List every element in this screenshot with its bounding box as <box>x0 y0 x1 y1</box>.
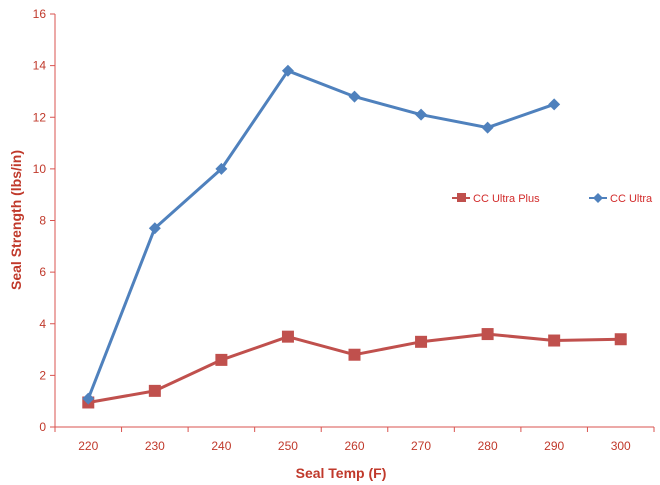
legend-item-cc-ultra-plus: CC Ultra Plus <box>452 193 540 205</box>
data-point-cc-ultra <box>415 108 428 121</box>
x-tick-label: 240 <box>211 439 231 453</box>
legend: CC Ultra Plus CC Ultra <box>452 193 653 205</box>
data-point-cc-ultra-plus <box>548 334 561 347</box>
x-tick-label: 220 <box>78 439 98 453</box>
data-point-cc-ultra-plus <box>215 353 228 366</box>
data-point-cc-ultra <box>548 98 561 111</box>
data-point-cc-ultra <box>281 64 294 77</box>
data-point-cc-ultra <box>82 392 95 405</box>
data-point-cc-ultra-plus <box>148 384 161 397</box>
x-tick-label: 230 <box>145 439 165 453</box>
data-point-cc-ultra-plus <box>281 330 294 343</box>
series-line-cc-ultra-plus <box>88 332 621 404</box>
legend-marker-cc-ultra-plus <box>457 193 466 202</box>
data-point-cc-ultra-plus <box>614 333 627 346</box>
x-ticks: 220 230 240 250 260 270 280 290 300 <box>54 427 655 453</box>
y-tick-label: 8 <box>39 214 46 228</box>
x-axis-title: Seal Temp (F) <box>296 465 387 481</box>
data-point-cc-ultra-plus <box>415 335 428 348</box>
y-tick-label: 10 <box>33 162 47 176</box>
legend-label-cc-ultra: CC Ultra <box>610 193 653 205</box>
x-tick-label: 290 <box>544 439 564 453</box>
series-line-cc-ultra <box>86 69 555 400</box>
y-tick-label: 14 <box>33 59 47 73</box>
series-cc-ultra-plus <box>82 328 627 409</box>
data-point-cc-ultra <box>481 121 494 134</box>
series-layer <box>82 64 627 409</box>
data-point-cc-ultra <box>215 162 228 175</box>
legend-marker-cc-ultra <box>593 193 603 203</box>
y-tick-label: 0 <box>39 420 46 434</box>
y-axis-title: Seal Strength (lbs/in) <box>8 150 24 290</box>
y-tick-label: 12 <box>33 110 47 124</box>
x-tick-label: 250 <box>278 439 298 453</box>
data-point-cc-ultra-plus <box>481 328 494 341</box>
y-tick-label: 4 <box>39 317 46 331</box>
legend-item-cc-ultra: CC Ultra <box>589 193 653 205</box>
y-ticks: 0 2 4 6 8 10 12 14 16 <box>33 7 55 434</box>
data-point-cc-ultra <box>148 222 161 235</box>
y-tick-label: 16 <box>33 7 47 21</box>
x-tick-label: 260 <box>344 439 364 453</box>
x-tick-label: 300 <box>611 439 631 453</box>
data-point-cc-ultra-plus <box>348 348 361 361</box>
data-point-cc-ultra <box>348 90 361 103</box>
series-cc-ultra <box>82 64 561 405</box>
legend-label-cc-ultra-plus: CC Ultra Plus <box>473 193 540 205</box>
y-tick-label: 2 <box>39 368 46 382</box>
y-tick-label: 6 <box>39 265 46 279</box>
x-tick-label: 270 <box>411 439 431 453</box>
x-tick-label: 280 <box>478 439 498 453</box>
